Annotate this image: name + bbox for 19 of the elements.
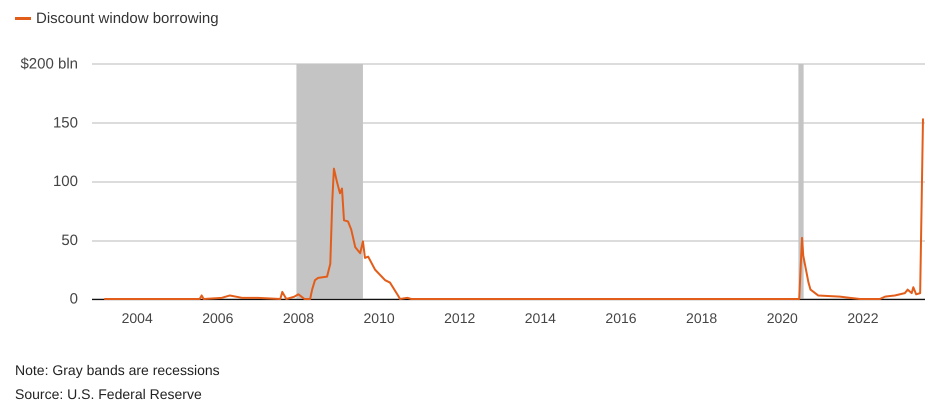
y-tick-label: 0 bbox=[70, 290, 78, 308]
x-tick-label: 2010 bbox=[363, 310, 395, 326]
x-tick-label: 2020 bbox=[766, 310, 798, 326]
x-tick-label: 2008 bbox=[282, 310, 314, 326]
line-series bbox=[104, 118, 924, 300]
x-tick-label: 2014 bbox=[524, 310, 556, 326]
x-tick-label: 2006 bbox=[202, 310, 234, 326]
source-note: Source: U.S. Federal Reserve bbox=[15, 386, 202, 402]
x-tick-label: 2016 bbox=[605, 310, 637, 326]
y-tick-label: 50 bbox=[61, 232, 78, 249]
x-tick-label: 2004 bbox=[122, 310, 153, 326]
legend-label: Discount window borrowing bbox=[36, 10, 219, 27]
x-tick-label: 2022 bbox=[847, 310, 879, 326]
y-tick-label: $200 bln bbox=[20, 56, 78, 72]
x-tick-label: 2018 bbox=[686, 310, 718, 326]
text: Note: Gray bands are recessions bbox=[15, 362, 220, 378]
y-tick-label: 100 bbox=[52, 173, 78, 190]
y-tick-label: 150 bbox=[52, 114, 78, 132]
x-tick-label: 2012 bbox=[444, 310, 476, 326]
